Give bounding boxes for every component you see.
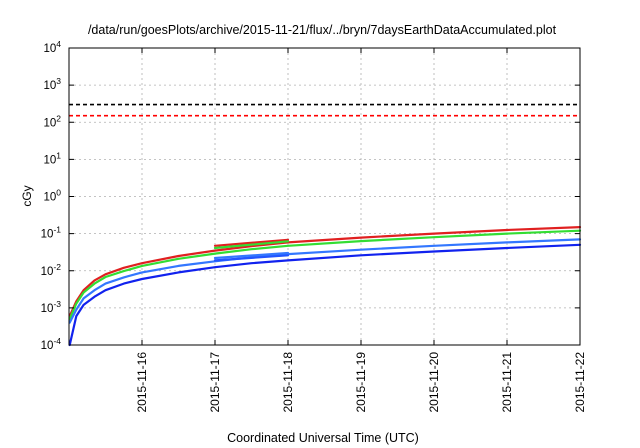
y-tick-label: 10-1: [41, 225, 62, 241]
y-tick-exponent: 0: [56, 188, 61, 198]
y-tick-label: 10-3: [41, 299, 62, 315]
tick-labels: 10410310210110010-110-210-310-42015-11-1…: [41, 39, 587, 413]
x-tick-label: 2015-11-21: [500, 352, 514, 413]
y-tick-base: 10: [41, 340, 54, 352]
y-tick-base: 10: [43, 43, 56, 55]
y-tick-base: 10: [41, 266, 54, 278]
series-line-green-overlap: [213, 240, 290, 250]
series-line-mid-blue-overlap: [213, 254, 290, 262]
series-line-green: [68, 229, 582, 321]
y-tick-exponent: -1: [53, 225, 61, 235]
y-tick-base: 10: [43, 192, 56, 204]
x-axis-label: Coordinated Universal Time (UTC): [227, 431, 419, 445]
x-tick-label: 2015-11-16: [135, 352, 149, 413]
y-tick-exponent: -4: [53, 336, 61, 346]
y-tick-exponent: 3: [56, 76, 61, 86]
y-tick-exponent: -2: [53, 262, 61, 272]
y-tick-exponent: -3: [53, 299, 61, 309]
data-series: [68, 226, 582, 347]
y-tick-base: 10: [41, 229, 54, 241]
y-tick-label: 10-2: [41, 262, 62, 278]
threshold-lines: [69, 103, 580, 117]
y-axis-label: cGy: [20, 185, 34, 206]
y-tick-exponent: 4: [56, 39, 61, 49]
y-tick-exponent: 1: [56, 150, 61, 160]
series-line-light-blue: [68, 238, 582, 324]
y-tick-base: 10: [43, 80, 56, 92]
x-tick-label: 2015-11-22: [573, 352, 587, 413]
series-line-red-overlap: [213, 238, 290, 247]
x-tick-label: 2015-11-19: [354, 352, 368, 413]
x-tick-label: 2015-11-18: [281, 352, 295, 413]
y-tick-label: 102: [43, 113, 61, 129]
y-tick-label: 101: [43, 150, 61, 166]
y-tick-base: 10: [43, 154, 56, 166]
series-line-light-blue-overlap: [213, 251, 290, 260]
chart-title: /data/run/goesPlots/archive/2015-11-21/f…: [88, 23, 557, 37]
y-tick-exponent: 2: [56, 113, 61, 123]
y-tick-label: 100: [43, 188, 61, 204]
x-tick-label: 2015-11-17: [208, 352, 222, 413]
plot-frame: [68, 47, 581, 346]
grid-lines: [69, 48, 580, 345]
x-tick-label: 2015-11-20: [427, 352, 441, 413]
axes: [68, 47, 581, 346]
y-tick-label: 10-4: [41, 336, 62, 352]
y-tick-label: 103: [43, 76, 61, 92]
series-line-dark-blue: [68, 243, 582, 347]
y-tick-base: 10: [43, 117, 56, 129]
series-line-red: [68, 226, 582, 318]
y-tick-base: 10: [41, 303, 54, 315]
y-tick-label: 104: [43, 39, 61, 55]
